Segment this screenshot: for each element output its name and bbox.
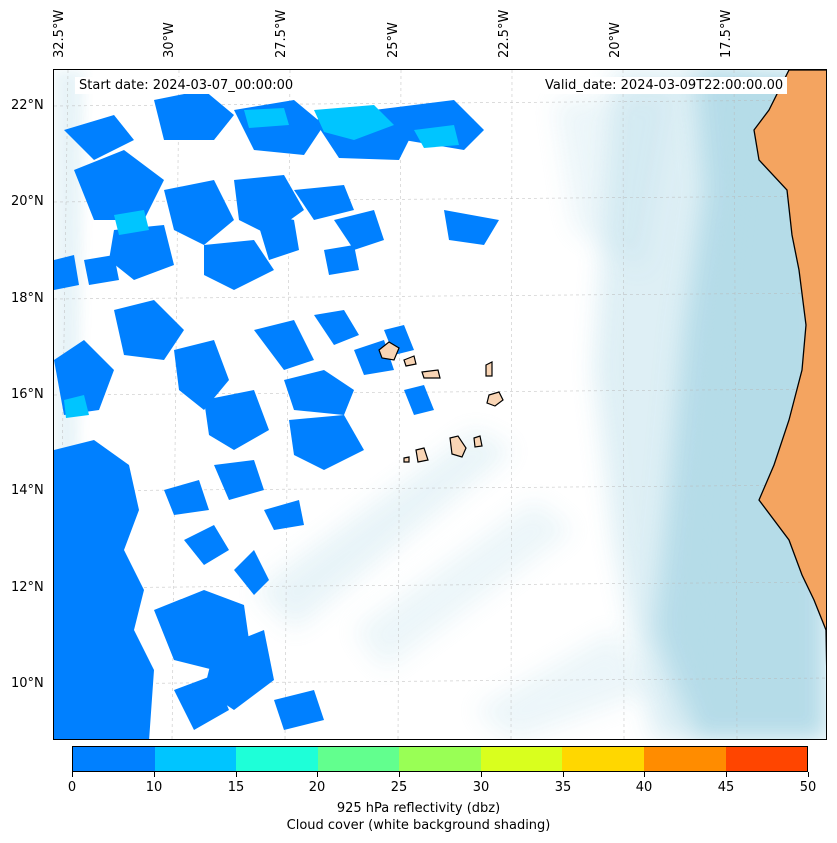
lat-label: 10°N <box>11 676 44 691</box>
colorbar-segment <box>643 747 726 771</box>
lat-label: 22°N <box>11 98 44 113</box>
lon-label: 30°W <box>162 22 177 58</box>
colorbar-tick-label: 15 <box>227 780 245 795</box>
colorbar-tick-label: 0 <box>67 780 77 795</box>
colorbar-tick-label: 30 <box>472 780 490 795</box>
colorbar-segment <box>725 747 808 771</box>
valid-date-label: Valid_date: 2024-03-09T22:00:00.00 <box>541 77 788 94</box>
lon-label: 22.5°W <box>497 9 512 58</box>
colorbar-tick-label: 40 <box>635 780 653 795</box>
lat-label: 20°N <box>11 194 44 209</box>
colorbar-tick <box>481 772 482 777</box>
start-date-label: Start date: 2024-03-07_00:00:00 <box>75 77 298 94</box>
colorbar <box>72 746 808 772</box>
reflectivity-field <box>54 90 499 739</box>
colorbar-segment <box>399 747 481 771</box>
colorbar-segment <box>73 747 155 771</box>
colorbar-tick <box>726 772 727 777</box>
colorbar-tick <box>154 772 155 777</box>
colorbar-segment <box>480 747 563 771</box>
lat-label: 12°N <box>11 580 44 595</box>
colorbar-sublabel: Cloud cover (white background shading) <box>286 818 551 833</box>
cape-verde-islands <box>378 341 504 463</box>
colorbar-segment <box>562 747 644 771</box>
colorbar-label: 925 hPa reflectivity (dbz) <box>336 801 501 816</box>
lat-label: 16°N <box>11 387 44 402</box>
colorbar-tick-label: 25 <box>390 780 408 795</box>
africa-land <box>753 70 826 667</box>
colorbar-tick-label: 45 <box>717 780 735 795</box>
colorbar-tick-label: 50 <box>799 780 817 795</box>
colorbar-tick <box>236 772 237 777</box>
colorbar-tick-label: 35 <box>554 780 572 795</box>
colorbar-tick <box>644 772 645 777</box>
lon-label: 17.5°W <box>719 9 734 58</box>
colorbar-tick <box>563 772 564 777</box>
colorbar-tick <box>399 772 400 777</box>
lon-label: 27.5°W <box>274 9 289 58</box>
colorbar-tick-label: 10 <box>145 780 163 795</box>
colorbar-segment <box>317 747 400 771</box>
colorbar-segment <box>236 747 318 771</box>
reflectivity-field-mid <box>64 105 459 418</box>
lon-label: 32.5°W <box>52 9 67 58</box>
lon-label: 25°W <box>386 22 401 58</box>
lat-label: 18°N <box>11 291 44 306</box>
map-canvas <box>54 70 826 739</box>
colorbar-tick <box>317 772 318 777</box>
lon-label: 20°W <box>608 22 623 58</box>
colorbar-tick <box>808 772 809 777</box>
colorbar-segment <box>154 747 237 771</box>
colorbar-tick-label: 20 <box>308 780 326 795</box>
colorbar-tick <box>72 772 73 777</box>
map-panel[interactable] <box>53 69 827 740</box>
lat-label: 14°N <box>11 483 44 498</box>
